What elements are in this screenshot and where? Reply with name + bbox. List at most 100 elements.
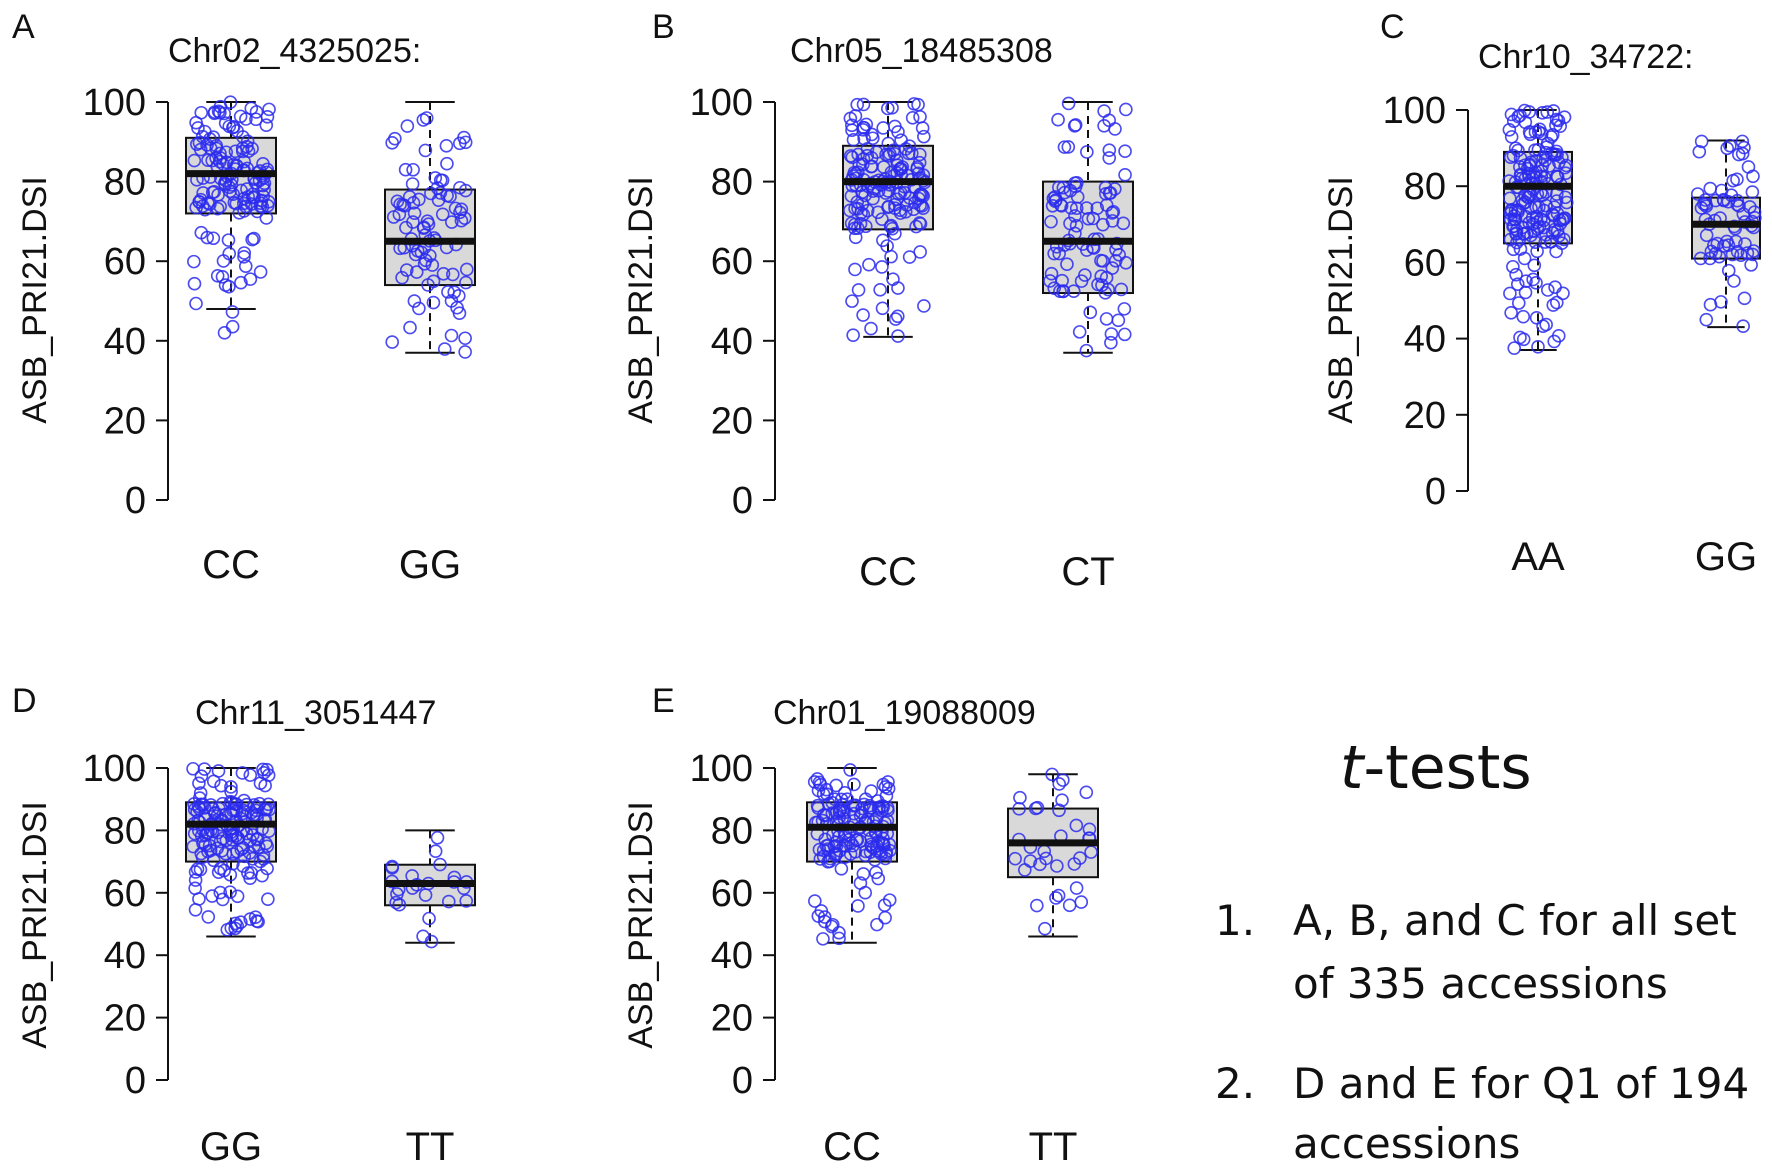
data-point — [452, 289, 466, 303]
data-point — [1513, 330, 1527, 345]
data-point — [454, 213, 469, 228]
data-point — [210, 268, 225, 283]
data-point — [222, 279, 236, 294]
box-gg — [1690, 134, 1762, 333]
data-point — [1744, 258, 1758, 272]
data-point — [1507, 341, 1522, 355]
data-point — [868, 852, 882, 867]
data-point — [853, 216, 868, 231]
data-point — [1504, 130, 1519, 144]
data-point — [901, 146, 916, 161]
data-point — [447, 285, 462, 299]
data-point — [1064, 201, 1078, 215]
data-point — [408, 247, 423, 262]
data-point — [1082, 822, 1097, 837]
notes-title-rest: -tests — [1364, 733, 1532, 803]
panel-letter: B — [652, 8, 675, 46]
data-point — [1083, 305, 1098, 320]
y-axis-label: ASB_PRI21.DSI — [622, 801, 660, 1049]
data-point — [435, 207, 450, 222]
data-point — [1725, 247, 1740, 262]
data-point — [189, 296, 203, 311]
data-point — [1710, 236, 1725, 251]
data-point — [249, 803, 263, 818]
data-point — [1105, 261, 1120, 275]
data-point — [1105, 206, 1119, 220]
data-point — [1030, 800, 1045, 815]
data-point — [913, 245, 927, 259]
data-point — [825, 806, 840, 820]
data-point — [1559, 166, 1573, 180]
data-point — [247, 798, 261, 812]
data-point — [187, 802, 202, 817]
data-point — [1547, 334, 1562, 349]
data-point — [880, 800, 895, 815]
y-tick-label: 60 — [104, 873, 146, 915]
data-point — [812, 842, 827, 857]
data-point — [1553, 119, 1568, 133]
data-point — [398, 162, 413, 177]
data-point — [407, 206, 422, 220]
data-point — [1519, 274, 1533, 288]
data-point — [913, 198, 927, 212]
data-point — [859, 117, 874, 132]
data-point — [875, 212, 889, 227]
data-point — [1735, 146, 1750, 161]
data-point — [1550, 295, 1564, 310]
data-point — [916, 201, 930, 216]
data-point — [189, 200, 203, 215]
data-point — [1746, 244, 1761, 258]
data-point — [860, 203, 875, 218]
panels-layer: A Chr02_4325025: ASB_PRI21.DSI 0 20 40 60 80 100… — [12, 8, 1762, 1169]
data-point — [1694, 134, 1709, 149]
data-point — [846, 133, 861, 147]
data-point — [1099, 270, 1114, 285]
panel-e: E Chr01_19088009 ASB_PRI21.DSI 0 20 40 60 80 100… — [622, 682, 1099, 1169]
data-point — [1699, 312, 1714, 327]
data-point — [1114, 282, 1129, 297]
data-point — [875, 260, 889, 274]
data-point — [878, 186, 893, 200]
note-1-line1: A, B, and C for all set — [1293, 896, 1737, 945]
data-point — [882, 893, 897, 907]
panel-title: Chr01_19088009 — [773, 694, 1036, 732]
data-point — [227, 195, 242, 210]
data-point — [1086, 211, 1101, 226]
data-point — [1511, 109, 1526, 124]
data-point — [1723, 138, 1737, 153]
data-point — [213, 99, 228, 114]
category-label: TT — [1029, 1125, 1078, 1169]
data-point — [187, 797, 201, 811]
y-tick-label: 60 — [711, 873, 753, 915]
y-tick-label: 80 — [104, 162, 146, 204]
data-point — [228, 921, 242, 936]
data-point — [217, 106, 232, 121]
data-point — [891, 281, 905, 295]
note-2-line1: D and E for Q1 of 194 — [1293, 1059, 1749, 1108]
data-point — [1105, 214, 1120, 228]
data-points — [807, 763, 897, 946]
data-point — [1050, 859, 1064, 873]
data-point — [1550, 169, 1564, 184]
data-point — [260, 861, 274, 876]
data-point — [241, 189, 255, 204]
data-point — [1517, 251, 1532, 266]
data-point — [816, 808, 831, 822]
data-point — [1526, 272, 1540, 287]
data-point — [854, 805, 869, 820]
data-point — [201, 910, 216, 924]
data-point — [1558, 190, 1573, 205]
data-point — [1527, 258, 1542, 273]
data-point — [230, 889, 245, 904]
data-point — [1043, 274, 1057, 288]
data-point — [912, 155, 927, 170]
note-1-line2: of 335 accessions — [1293, 959, 1668, 1008]
data-point — [418, 143, 433, 158]
box-cc — [185, 95, 277, 340]
data-point — [459, 275, 473, 290]
data-point — [1536, 319, 1550, 333]
data-point — [1068, 179, 1083, 194]
data-point — [459, 894, 474, 908]
data-point — [393, 197, 407, 212]
